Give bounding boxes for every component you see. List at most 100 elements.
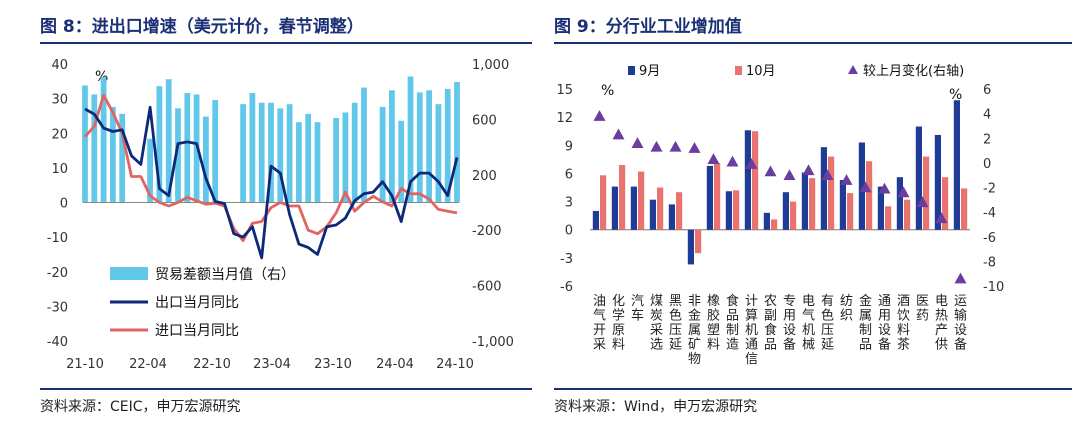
category-label: 专用设备 (783, 294, 796, 353)
oct-bar (790, 201, 797, 230)
y-right-tick-label: 1,000 (472, 58, 509, 73)
mom-change-marker (802, 164, 815, 176)
y-left-tick-label: -10 (47, 231, 68, 246)
trade-balance-bar (240, 104, 246, 203)
mom-change-marker (669, 140, 682, 152)
category-label: 汽车 (631, 294, 644, 324)
oct-bar (923, 156, 930, 230)
mom-change-marker (745, 158, 758, 169)
sep-bar (820, 147, 827, 230)
trade-balance-bar (119, 113, 126, 203)
trade-balance-bar (342, 112, 349, 203)
sep-bar (782, 192, 789, 230)
y-left-tick-label: -20 (47, 266, 68, 281)
trade-balance-bar (361, 87, 367, 203)
y-left-tick-label: 40 (51, 58, 68, 73)
x-tick-label: 24-10 (436, 357, 474, 372)
y-right-tick-label: 4 (983, 108, 991, 123)
mom-change-marker (593, 110, 606, 121)
trade-balance-bar (305, 113, 312, 203)
category-label: 纺织 (840, 294, 853, 324)
trade-balance-bar (333, 118, 339, 203)
mom-change-marker (631, 137, 644, 148)
oct-bar (828, 156, 835, 230)
right-panel: 图 9：分行业工业增加值 15 12 9 6 3 0 -3 -6 6 4 2 0 -2 -4 -6 -8 -10… (545, 0, 1080, 435)
sep-bar (592, 210, 599, 230)
sep-bar (630, 186, 637, 230)
mom-change-marker (878, 182, 891, 194)
category-label: 医药 (916, 294, 929, 324)
sep-bar (725, 191, 732, 230)
y-right-tick-label: -200 (472, 224, 502, 239)
sep-bar (915, 126, 922, 230)
trade-balance-bar (268, 102, 274, 203)
y-right-tick-label: -6 (983, 231, 996, 246)
sep-bar (839, 179, 846, 230)
sep-bar (611, 186, 618, 230)
sep-bar (953, 100, 960, 230)
oct-bar (619, 164, 626, 230)
mom-change-marker (916, 196, 929, 208)
mom-change-marker (935, 212, 948, 224)
trade-balance-bar (91, 94, 98, 203)
trade-balance-bar (389, 90, 395, 203)
legend-label-mom: 较上月变化(右轴) (863, 63, 964, 79)
category-label: 金属制品 (859, 293, 872, 353)
legend-swatch-mom (848, 65, 858, 74)
oct-bar (771, 219, 778, 230)
y-right-tick-label: -600 (472, 280, 502, 295)
trade-balance-bar (258, 102, 265, 203)
category-label: 农副食品 (764, 294, 777, 353)
trade-balance-bar (407, 76, 414, 203)
y-right-tick-label: 2 (983, 132, 991, 147)
trade-balance-bar (277, 108, 284, 203)
category-label: 有色压延 (821, 294, 834, 353)
oct-bar (600, 175, 607, 230)
oct-bar (695, 229, 702, 254)
trade-balance-bar (110, 106, 116, 203)
trade-balance-bar (426, 90, 432, 203)
y-left-tick-label: 3 (565, 196, 573, 211)
legend-swatch-trade-balance (110, 267, 148, 280)
trade-balance-bar (165, 79, 172, 203)
sep-bar (877, 186, 884, 230)
sep-bar (934, 134, 941, 230)
unit-label-left: % (601, 83, 614, 99)
trade-balance-bar (351, 102, 358, 203)
left-source-rule (40, 388, 532, 390)
sep-bar (744, 130, 751, 230)
category-label: 酒饮料茶 (897, 294, 910, 353)
mom-change-marker (897, 186, 910, 198)
trade-balance-bar (416, 92, 423, 203)
export-yoy-line (84, 105, 459, 260)
y-right-tick-label: -8 (983, 255, 996, 270)
y-right-tick-label: -2 (983, 182, 996, 197)
y-left-tick-label: 9 (565, 139, 573, 154)
right-source-rule (554, 388, 1072, 390)
category-label: 煤炭采选 (650, 294, 663, 353)
legend-swatch-oct (735, 66, 742, 75)
y-left-tick-label: 30 (51, 93, 68, 108)
left-chart-title: 图 8：进出口增速（美元计价，春节调整） (40, 17, 364, 37)
x-tick-label: 23-10 (314, 357, 352, 372)
sep-bar (649, 199, 656, 230)
left-title-rule (40, 42, 532, 44)
trade-balance-bar (379, 106, 386, 203)
y-left-tick-label: 0 (60, 197, 68, 212)
legend-label-oct: 10月 (746, 64, 776, 79)
category-label: 食品制造 (726, 293, 739, 353)
category-label: 通用设备 (878, 294, 891, 353)
y-right-tick-label: 6 (983, 83, 991, 98)
oct-bar (638, 171, 645, 230)
mom-change-marker (764, 165, 777, 177)
mom-change-marker (707, 153, 720, 164)
oct-bar (676, 192, 683, 230)
trade-balance-bar (444, 88, 451, 203)
y-right-tick-label: 200 (472, 169, 497, 184)
trade-balance-bar (398, 120, 405, 203)
sep-bar (706, 165, 713, 230)
sep-bar (687, 229, 694, 265)
trade-balance-bar (147, 138, 153, 203)
y-right-tick-label: -1,000 (472, 335, 514, 350)
sep-bar (896, 177, 903, 230)
